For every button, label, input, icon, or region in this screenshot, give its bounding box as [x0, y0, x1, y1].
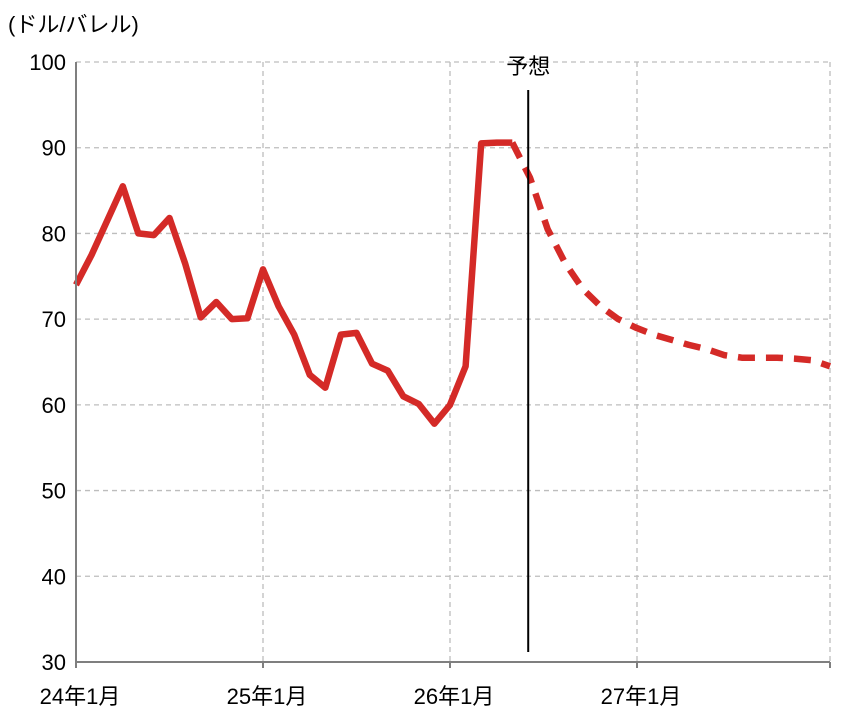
forecast-line [509, 141, 832, 370]
x-tick-labels: 24年1月 25年1月 26年1月 27年1月 [40, 684, 682, 709]
y-unit-label: (ドル/バレル) [8, 12, 139, 37]
y-tick-label: 70 [42, 307, 66, 332]
y-tick-label: 100 [29, 50, 66, 75]
y-tick-label: 80 [42, 221, 66, 246]
grid [76, 61, 831, 662]
x-tick-label: 25年1月 [227, 684, 308, 709]
x-tick-label: 26年1月 [414, 684, 495, 709]
forecast-label: 予想 [506, 54, 550, 79]
x-tick-label: 24年1月 [40, 684, 121, 709]
y-tick-label: 60 [42, 393, 66, 418]
axes [75, 62, 831, 668]
series-layer [73, 139, 832, 427]
y-tick-labels: 30 40 50 60 70 80 90 100 [29, 50, 66, 675]
y-tick-label: 90 [42, 136, 66, 161]
y-tick-label: 50 [42, 479, 66, 504]
x-tick-label: 27年1月 [601, 684, 682, 709]
y-tick-label: 40 [42, 564, 66, 589]
forecast-divider-group: 予想 [506, 54, 550, 652]
actual-line [73, 139, 513, 427]
y-tick-label: 30 [42, 650, 66, 675]
